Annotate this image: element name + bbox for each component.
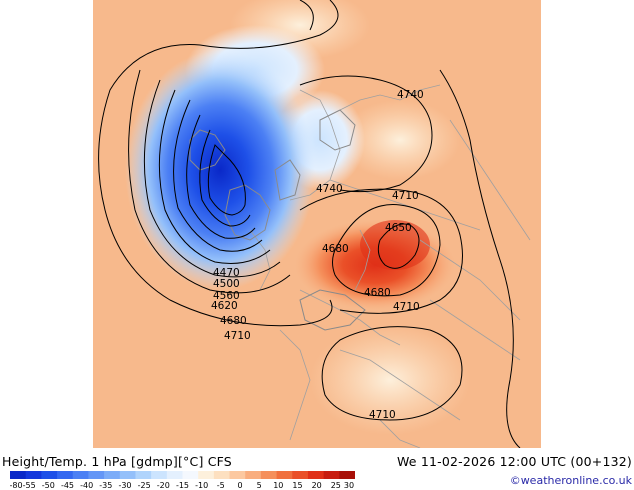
colorbar-label: -25 <box>138 481 151 489</box>
colorbar-label: -35 <box>99 481 112 489</box>
contour-labels: 4740 4740 4710 4650 4680 4680 4710 4470 … <box>211 89 424 421</box>
colorbar-label: -10 <box>195 481 208 489</box>
map-title: Height/Temp. 1 hPa [gdmp][°C] CFS <box>2 454 232 469</box>
weather-map: 4740 4740 4710 4650 4680 4680 4710 4470 … <box>93 0 541 448</box>
colorbar-label: -20 <box>157 481 170 489</box>
colorbar-label: -50 <box>42 481 55 489</box>
colorbar-swatch <box>213 471 231 479</box>
colorbar-swatch <box>182 471 199 479</box>
colorbar-swatch <box>104 471 121 479</box>
contour-label-4560: 4560 <box>213 290 240 302</box>
contour-label-4620: 4620 <box>211 300 238 312</box>
colorbar-swatch <box>292 471 309 479</box>
colorbar-swatch <box>72 471 89 479</box>
colorbar-label: -30 <box>118 481 131 489</box>
contour-label-4470: 4470 <box>213 267 240 279</box>
country-borders <box>249 84 531 448</box>
colorbar-swatch <box>339 471 355 479</box>
colorbar-label: 10 <box>273 481 283 489</box>
contour-label-4650: 4650 <box>385 222 412 234</box>
forecast-datetime: We 11-02-2026 12:00 UTC (00+132) <box>396 454 632 469</box>
colorbar-swatch <box>166 471 183 479</box>
colorbar-label: 0 <box>237 481 242 489</box>
contour-label-4680-sw: 4680 <box>220 315 247 327</box>
colorbar-swatch <box>229 471 246 479</box>
contour-label-4710-se: 4710 <box>393 301 420 313</box>
colorbar-swatch <box>119 471 136 479</box>
colorbar-labels: -80 -55 -50 -45 -40 -35 -30 -25 -20 -15 -10 -5 0 5 10 1… <box>10 481 354 489</box>
contour-label-4500: 4500 <box>213 278 240 290</box>
colorbar-swatch <box>88 471 105 479</box>
colorbar-swatch <box>323 471 340 479</box>
colorbar-label: 25 <box>331 481 341 489</box>
cold-core <box>125 50 315 290</box>
colorbar-label: -45 <box>61 481 74 489</box>
contour-label-4680-warm: 4680 <box>364 287 391 299</box>
colorbar-label: 5 <box>257 481 262 489</box>
contour-label-4710-south: 4710 <box>369 409 396 421</box>
colorbar-swatch <box>41 471 58 479</box>
height-contours <box>98 0 521 448</box>
colorbar-swatch <box>25 471 42 479</box>
coastlines <box>189 109 366 331</box>
colorbar-swatches <box>10 471 355 479</box>
map-svg: 4740 4740 4710 4650 4680 4680 4710 4470 … <box>93 0 541 448</box>
colorbar-swatch <box>307 471 325 479</box>
colorbar-swatch <box>10 471 27 479</box>
colorbar-swatch <box>198 471 215 479</box>
colorbar-label: 20 <box>312 481 322 489</box>
colorbar-swatch <box>276 471 293 479</box>
contour-label-4740-mid: 4740 <box>316 183 343 195</box>
map-footer: Height/Temp. 1 hPa [gdmp][°C] CFS We 11-… <box>0 448 634 490</box>
colorbar-label: -15 <box>176 481 189 489</box>
pale-region-south <box>310 325 470 435</box>
credit-link[interactable]: ©weatheronline.co.uk <box>509 474 632 487</box>
colorbar-label: 30 <box>344 481 354 489</box>
colorbar-label: -55 <box>23 481 36 489</box>
contour-label-4740-ne: 4740 <box>397 89 424 101</box>
contour-label-4710-east: 4710 <box>392 190 419 202</box>
colorbar-swatch <box>151 471 168 479</box>
colorbar-swatch <box>57 471 74 479</box>
colorbar-label: -40 <box>80 481 93 489</box>
colorbar-swatch <box>135 471 152 479</box>
colorbar-label: 15 <box>292 481 302 489</box>
contour-label-4680-mid: 4680 <box>322 243 349 255</box>
contour-label-4710-sw: 4710 <box>224 330 251 342</box>
colorbar-swatch <box>260 471 278 479</box>
colorbar-swatch <box>245 471 262 479</box>
colorbar-label: -80 <box>10 481 23 489</box>
colorbar: -80 -55 -50 -45 -40 -35 -30 -25 -20 -15 -10 -5 0 5 10 1… <box>10 471 355 489</box>
colorbar-label: -5 <box>217 481 225 489</box>
